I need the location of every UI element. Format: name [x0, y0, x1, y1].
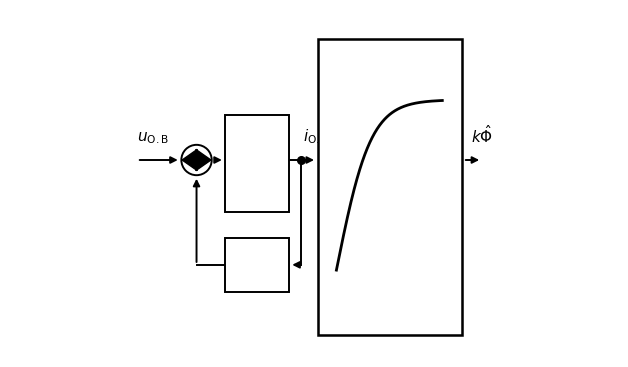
Text: $1$: $1$ [251, 138, 263, 157]
Text: $L_{\mathrm{O.B}}\mathrm{p}$: $L_{\mathrm{O.B}}\mathrm{p}$ [237, 175, 278, 195]
Text: $i_{\mathrm{O.B}}$: $i_{\mathrm{O.B}}$ [303, 127, 330, 146]
Polygon shape [182, 149, 197, 171]
Bar [225, 115, 289, 212]
Text: $u_{\mathrm{O.B}}$: $u_{\mathrm{O.B}}$ [137, 130, 169, 146]
Polygon shape [196, 149, 211, 171]
Text: $R_{\mathrm{O.B}}$: $R_{\mathrm{O.B}}$ [239, 255, 275, 275]
Bar [318, 39, 462, 335]
Text: $k\hat{\Phi}$: $k\hat{\Phi}$ [471, 124, 493, 146]
Bar [225, 238, 289, 292]
Text: $k\Phi$: $k\Phi$ [325, 39, 347, 55]
Text: $i_{\mathrm{O.B}}$: $i_{\mathrm{O.B}}$ [436, 281, 463, 299]
